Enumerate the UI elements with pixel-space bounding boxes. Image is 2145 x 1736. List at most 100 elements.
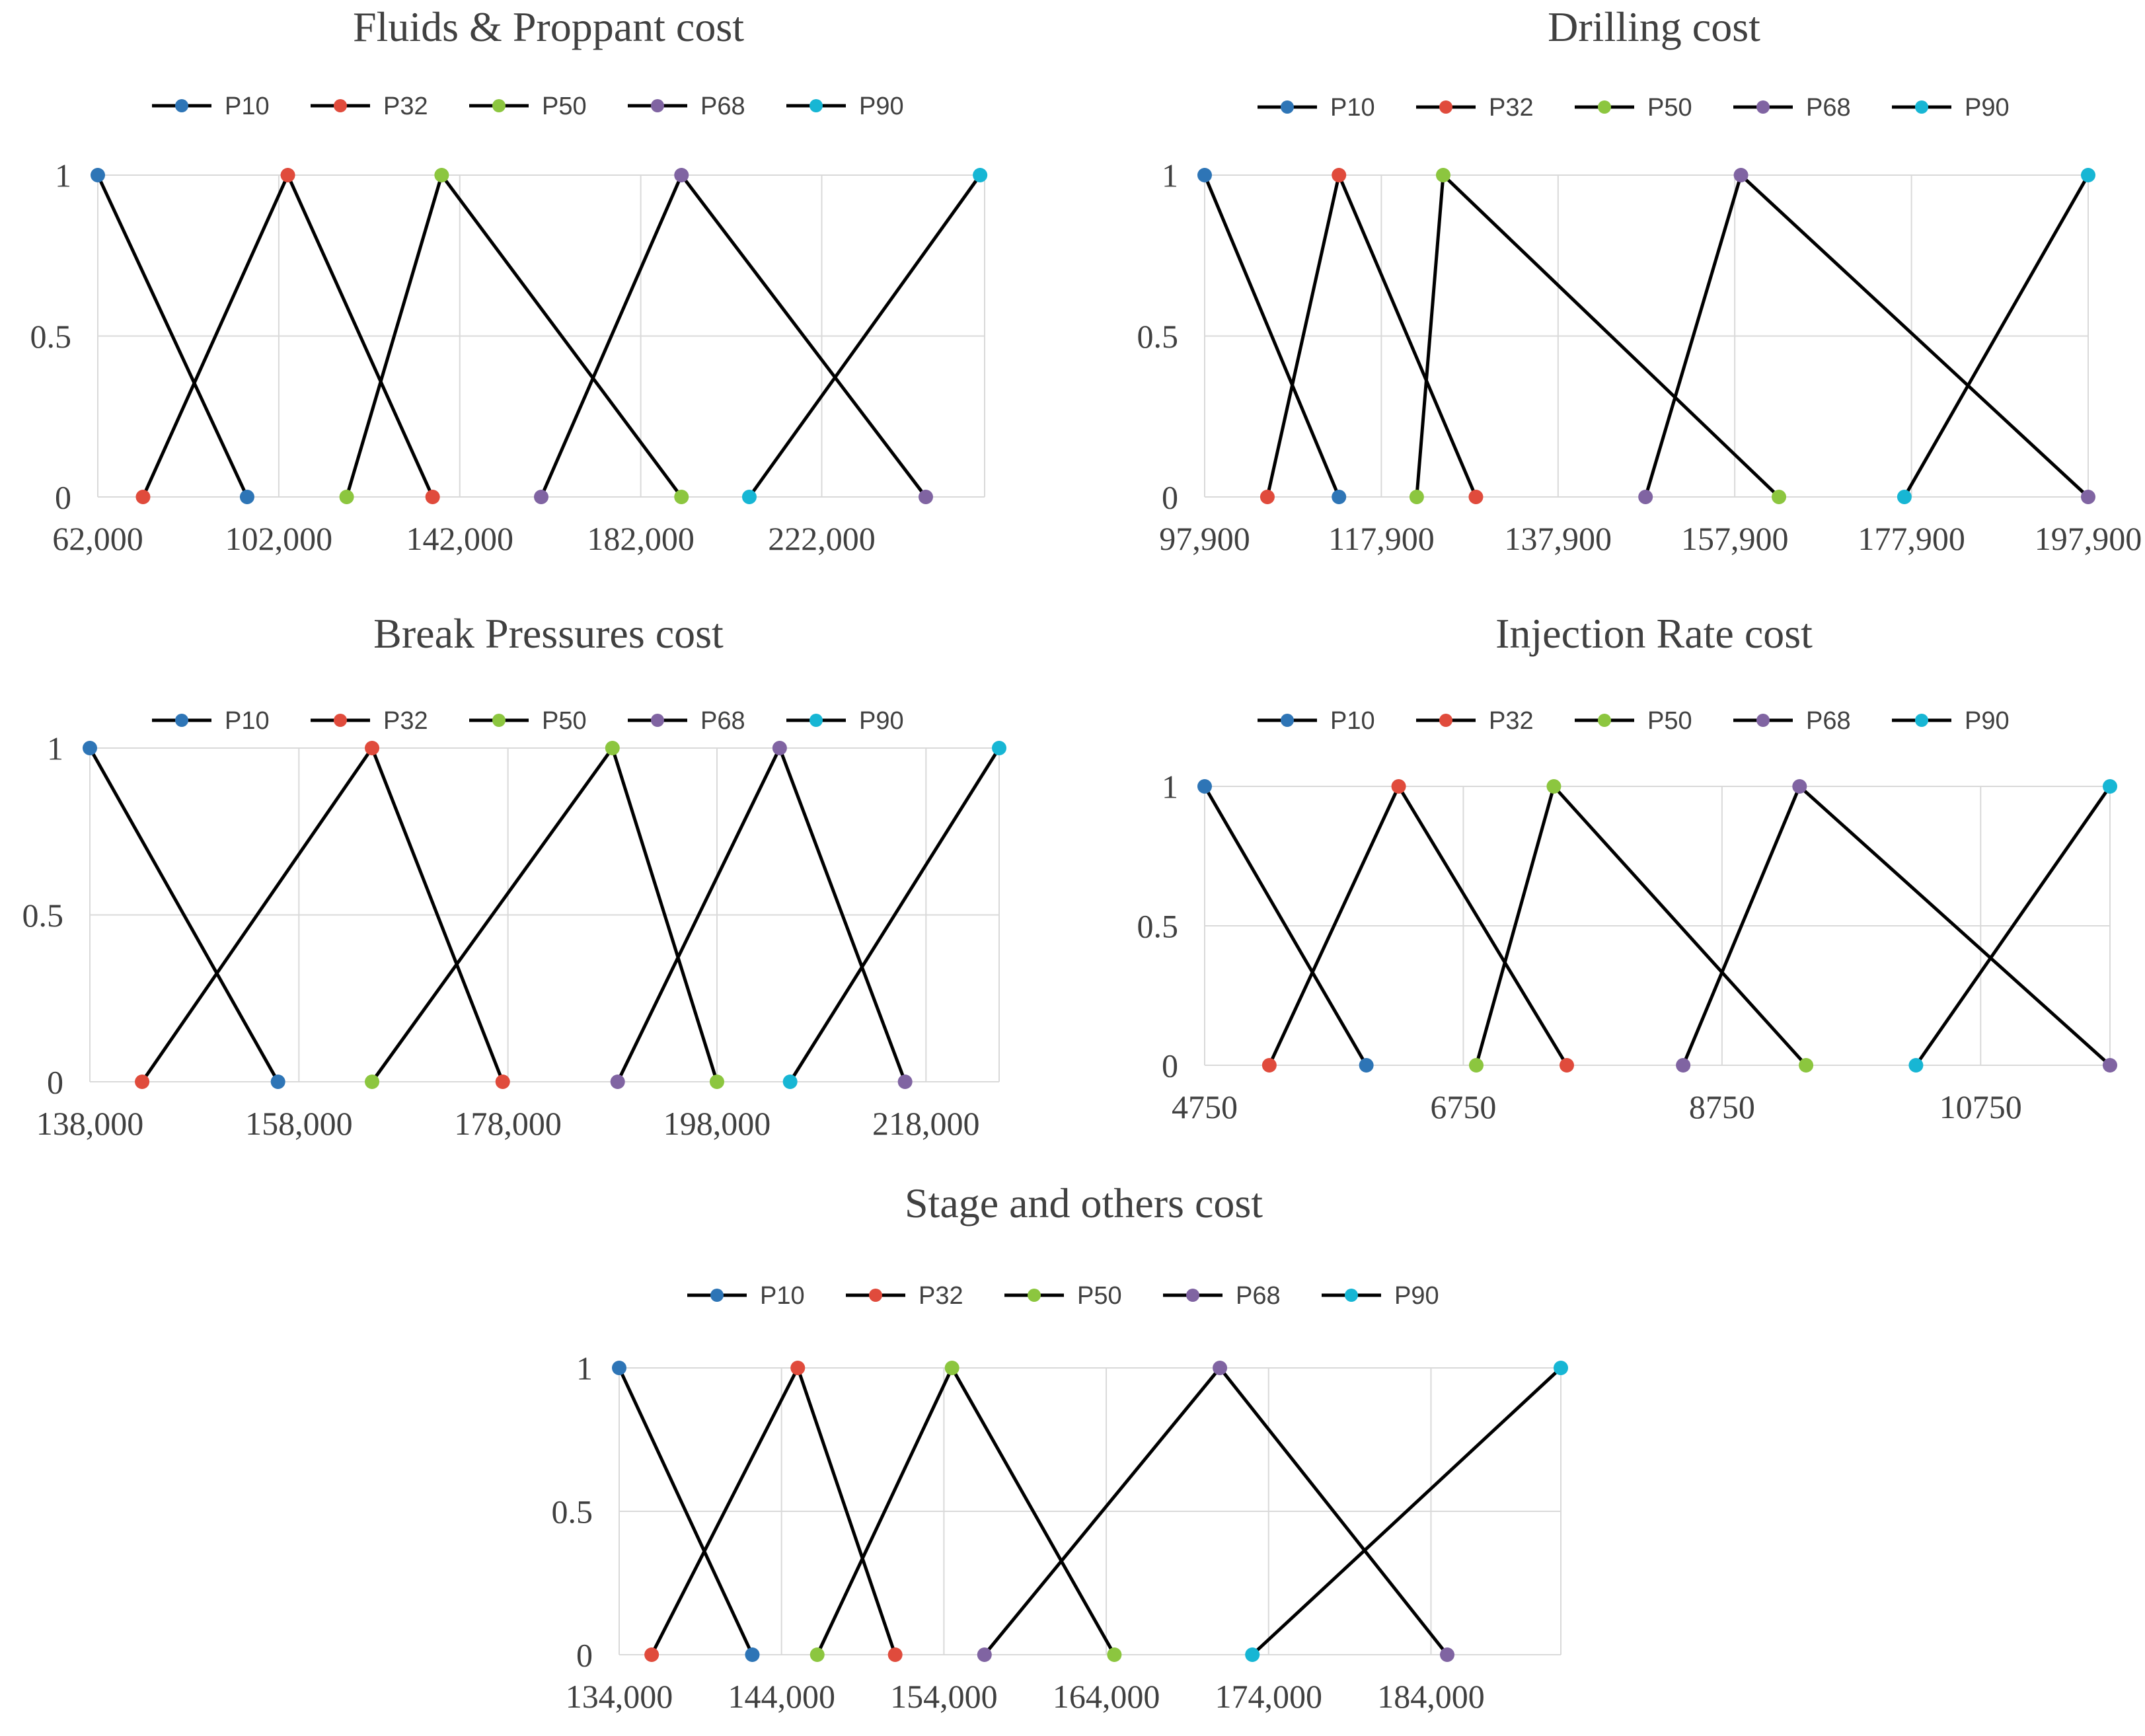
data-point-p68 (1638, 490, 1653, 504)
legend-item-p10: P10 (152, 93, 270, 120)
data-point-p50 (944, 1361, 960, 1375)
data-point-p10 (91, 168, 105, 182)
x-tick-label: 142,000 (406, 520, 514, 557)
x-tick-label: 62,000 (52, 520, 143, 557)
data-point-p32 (790, 1361, 806, 1375)
legend-label: P32 (1489, 707, 1534, 735)
y-tick-label: 0.5 (22, 897, 64, 934)
chart-svg: Fluids & Proppant cost P10 P32 P50 P68 P90 0 0.… (30, 3, 988, 557)
legend-marker (1915, 100, 1928, 114)
legend-label: P90 (859, 707, 904, 735)
data-point-p50 (1435, 168, 1450, 182)
series-line-p10 (88, 747, 280, 1083)
legend-label: P32 (383, 93, 428, 120)
legend-marker (1915, 714, 1928, 727)
x-tick-label: 97,900 (1159, 520, 1250, 557)
legend-marker (1281, 100, 1294, 114)
legend-item-p90: P90 (1892, 707, 2010, 735)
legend-item-p10: P10 (152, 707, 270, 735)
chart-injection-rate: Injection Rate cost P10 P32 P50 P68 P90 0 0.5 1 4… (1072, 582, 2145, 1163)
legend-label: P10 (1330, 707, 1375, 735)
data-point-p10 (1359, 1058, 1374, 1073)
data-point-p10 (239, 490, 254, 504)
data-point-p50 (1799, 1058, 1814, 1073)
legend-marker (492, 714, 506, 727)
data-point-p32 (887, 1647, 903, 1662)
data-point-p90 (741, 490, 757, 504)
data-point-p32 (280, 168, 295, 182)
data-point-p50 (365, 1075, 380, 1089)
data-point-p32 (425, 490, 440, 504)
legend-label: P10 (225, 707, 270, 735)
legend-item-p50: P50 (1575, 94, 1692, 122)
x-tick-label: 222,000 (768, 520, 876, 557)
chart-drilling: Drilling cost P10 P32 P50 P68 P90 0 0.5 1 97,900 1… (1072, 0, 2145, 582)
legend-marker (710, 1289, 724, 1302)
chart-svg: Stage and others cost P10 P32 P50 P68 P90 0 0.5… (552, 1180, 1568, 1715)
legend-item-p68: P68 (1733, 707, 1851, 735)
x-tick-label: 197,900 (2035, 520, 2142, 557)
chart-break-pressures: Break Pressures cost P10 P32 P50 P68 P90 0 0.5 1… (0, 582, 1072, 1163)
legend-label: P10 (1330, 94, 1375, 122)
y-tick-label: 0 (1162, 1047, 1178, 1084)
data-point-p32 (1468, 490, 1484, 504)
data-point-p10 (745, 1647, 760, 1662)
legend-marker (334, 99, 347, 112)
legend-item-p68: P68 (628, 93, 745, 120)
y-tick-label: 0.5 (30, 318, 72, 355)
data-point-p50 (1772, 490, 1787, 504)
x-tick-label: 6750 (1430, 1088, 1496, 1125)
x-tick-label: 174,000 (1215, 1678, 1323, 1715)
series-line-p90 (747, 174, 982, 498)
legend-label: P90 (1965, 94, 2010, 122)
data-point-p50 (339, 490, 354, 504)
data-point-p68 (610, 1075, 625, 1089)
legend-marker (1598, 714, 1611, 727)
chart-fluids-proppant: Fluids & Proppant cost P10 P32 P50 P68 P90 0 0.… (0, 0, 1072, 582)
data-point-p68 (897, 1075, 913, 1089)
legend-label: P50 (1077, 1282, 1122, 1310)
data-point-p68 (1676, 1058, 1691, 1073)
legend-label: P10 (760, 1282, 805, 1310)
data-point-p68 (1733, 168, 1749, 182)
legend-label: P50 (542, 93, 587, 120)
data-point-p90 (1908, 1058, 1924, 1073)
legend-item-p10: P10 (687, 1282, 805, 1310)
data-point-p10 (83, 741, 97, 755)
data-point-p68 (534, 490, 548, 504)
y-tick-label: 0 (1162, 479, 1178, 516)
x-tick-label: 154,000 (890, 1678, 998, 1715)
x-tick-label: 144,000 (728, 1678, 835, 1715)
y-tick-label: 1 (47, 730, 63, 767)
data-point-p50 (1107, 1647, 1122, 1662)
y-tick-label: 1 (1162, 157, 1178, 194)
legend-item-p50: P50 (469, 93, 587, 120)
data-point-p32 (1332, 168, 1347, 182)
legend-label: P32 (1489, 94, 1534, 122)
data-point-p68 (918, 490, 933, 504)
data-point-p10 (1332, 490, 1347, 504)
legend-item-p10: P10 (1258, 707, 1375, 735)
y-tick-label: 0 (576, 1637, 593, 1674)
chart-svg: Injection Rate cost P10 P32 P50 P68 P90 0 0.5 1 4… (1137, 610, 2117, 1125)
legend-item-p32: P32 (311, 707, 428, 735)
legend-marker (492, 99, 506, 112)
legend-item-p90: P90 (1322, 1282, 1439, 1310)
chart-title: Stage and others cost (905, 1180, 1263, 1227)
data-point-p68 (2081, 490, 2095, 504)
data-point-p50 (1546, 779, 1562, 794)
x-tick-label: 102,000 (225, 520, 333, 557)
legend-marker (1756, 100, 1770, 114)
legend-marker (1281, 714, 1294, 727)
legend-marker (175, 714, 188, 727)
legend-item-p90: P90 (1892, 94, 2010, 122)
legend-marker (1345, 1289, 1358, 1302)
data-point-p68 (674, 168, 689, 182)
legend-marker (334, 714, 347, 727)
y-tick-label: 0.5 (552, 1493, 593, 1530)
data-point-p90 (2103, 779, 2117, 794)
x-tick-label: 137,900 (1505, 520, 1612, 557)
legend-label: P10 (225, 93, 270, 120)
legend-label: P32 (383, 707, 428, 735)
chart-svg: Break Pressures cost P10 P32 P50 P68 P90 0 0.5 1… (22, 610, 1006, 1142)
